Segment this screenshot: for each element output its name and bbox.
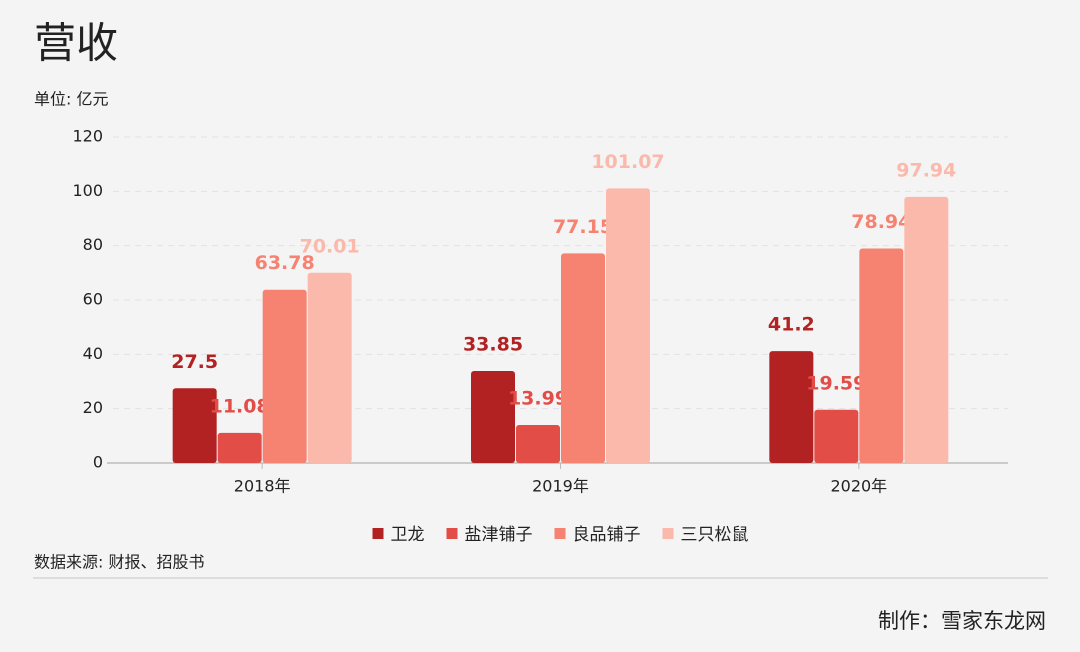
x-tick-label: 2020年: [830, 477, 887, 496]
bar: [307, 272, 352, 463]
value-label: 101.07: [591, 151, 664, 173]
legend-swatch: [372, 528, 384, 539]
y-tick-label: 60: [83, 290, 103, 309]
x-tick-label: 2018年: [234, 477, 291, 496]
bar: [814, 409, 859, 463]
y-tick-label: 20: [83, 398, 103, 417]
legend-swatch: [662, 528, 674, 539]
bar: [769, 351, 814, 463]
chart-title: 营收: [34, 19, 118, 68]
source: 数据来源: 财报、招股书: [34, 553, 204, 572]
value-label: 70.01: [300, 235, 360, 257]
bar: [606, 188, 650, 463]
legend-label: 良品铺子: [573, 525, 641, 545]
bar: [859, 248, 904, 463]
bar: [471, 371, 515, 463]
bar: [262, 289, 307, 463]
y-tick-label: 0: [93, 453, 103, 472]
y-tick-label: 80: [83, 235, 103, 254]
subtitle: 单位: 亿元: [34, 90, 108, 109]
x-tick-label: 2019年: [532, 477, 589, 496]
bar: [904, 196, 949, 463]
y-tick-label: 120: [72, 127, 103, 146]
credit: 制作：雪家东龙网: [878, 609, 1046, 633]
y-tick-label: 40: [83, 344, 103, 363]
value-label: 33.85: [463, 334, 523, 356]
bar: [217, 432, 262, 463]
value-label: 78.94: [851, 211, 911, 233]
legend-label: 盐津铺子: [465, 525, 533, 545]
bar: [516, 424, 560, 463]
legend-swatch: [554, 528, 566, 539]
value-label: 19.59: [806, 372, 866, 394]
value-label: 63.78: [255, 252, 315, 274]
legend-label: 卫龙: [391, 525, 425, 545]
legend-label: 三只松鼠: [681, 525, 749, 545]
legend-swatch: [446, 528, 458, 539]
value-label: 11.08: [210, 395, 270, 417]
value-label: 97.94: [896, 159, 956, 181]
bar: [172, 388, 217, 463]
y-tick-label: 100: [72, 181, 103, 200]
value-label: 27.5: [171, 351, 218, 373]
value-label: 41.2: [768, 314, 815, 336]
value-label: 77.15: [553, 216, 613, 238]
bar: [561, 253, 605, 463]
value-label: 13.99: [508, 387, 568, 409]
